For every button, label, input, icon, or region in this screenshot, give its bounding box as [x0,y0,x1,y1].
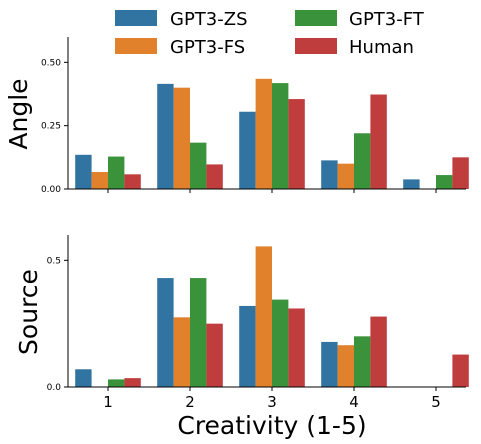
source-bar-gpt3-fs-2 [173,317,190,387]
source-bar-gpt3-ft-3 [272,299,289,387]
legend-item-gpt3-zs: GPT3-ZS [115,9,248,30]
angle-panel: Angle 0.00 0.25 0.50 [4,37,469,195]
source-y-axis-label: Source [14,269,43,355]
source-bars [75,246,469,387]
source-x-ticks: 1 2 3 4 5 [103,387,441,411]
angle-y-tick-label: 0.00 [41,185,61,195]
angle-bar-human-4 [370,94,387,189]
source-bar-human-5 [452,354,469,387]
angle-bar-human-1 [124,174,141,189]
angle-bar-gpt3-ft-5 [436,175,453,189]
source-bar-human-3 [288,308,305,387]
source-x-tick-label: 3 [267,393,277,411]
source-y-ticks: 0.0 0.5 [47,256,68,393]
source-bar-gpt3-zs-1 [75,369,92,387]
angle-bar-gpt3-ft-4 [354,133,371,189]
angle-bar-gpt3-zs-5 [403,179,420,189]
angle-y-tick-label: 0.50 [41,58,61,68]
legend-label-gpt3-ft: GPT3-FT [349,9,425,30]
legend-label-gpt3-zs: GPT3-ZS [170,9,248,30]
legend-swatch-gpt3-ft [295,10,337,26]
angle-y-tick-label: 0.25 [41,122,61,132]
source-x-tick-label: 1 [103,393,113,411]
angle-bar-gpt3-zs-1 [75,154,92,189]
source-bar-gpt3-fs-4 [337,345,354,387]
source-panel: Source 0.0 0.5 1 2 3 4 5 Creativity (1-5) [14,235,469,440]
source-x-tick-label: 5 [431,393,441,411]
angle-bar-gpt3-fs-3 [255,78,272,189]
angle-bar-gpt3-zs-2 [157,83,174,189]
source-y-tick-label: 0.5 [47,256,61,266]
source-bar-gpt3-ft-2 [190,278,207,387]
source-x-tick-label: 4 [349,393,359,411]
source-x-tick-label: 2 [185,393,195,411]
source-bar-gpt3-fs-3 [255,246,272,387]
source-x-axis-label: Creativity (1-5) [177,411,366,440]
angle-y-ticks: 0.00 0.25 0.50 [41,58,68,195]
source-bar-gpt3-ft-1 [108,379,125,387]
angle-bar-gpt3-fs-2 [173,87,190,189]
legend-swatch-human [295,38,337,54]
legend-swatch-gpt3-fs [115,38,157,54]
angle-bars [75,78,469,193]
legend-item-gpt3-ft: GPT3-FT [295,9,425,30]
legend-item-gpt3-fs: GPT3-FS [115,37,245,58]
source-bar-gpt3-zs-2 [157,278,174,387]
angle-bar-gpt3-ft-1 [108,156,125,189]
angle-bar-gpt3-zs-4 [321,160,338,189]
source-bar-gpt3-zs-3 [239,305,256,387]
source-bar-gpt3-ft-4 [354,336,371,387]
legend: GPT3-ZS GPT3-FT GPT3-FS Human [115,9,425,58]
source-bar-human-2 [206,323,223,387]
legend-item-human: Human [295,37,414,58]
angle-bar-gpt3-fs-1 [91,172,108,189]
source-bar-human-4 [370,316,387,387]
angle-bar-gpt3-zs-3 [239,111,256,189]
source-y-tick-label: 0.0 [47,383,62,393]
angle-bar-human-3 [288,99,305,189]
angle-bar-gpt3-fs-4 [337,163,354,189]
angle-bar-gpt3-ft-3 [272,83,289,189]
source-bar-human-1 [124,378,141,387]
source-bar-gpt3-zs-4 [321,341,338,387]
angle-bar-human-5 [452,157,469,189]
legend-swatch-gpt3-zs [115,10,157,26]
angle-bar-gpt3-ft-2 [190,142,207,189]
legend-label-gpt3-fs: GPT3-FS [170,37,245,58]
angle-y-axis-label: Angle [4,78,33,149]
angle-bar-human-2 [206,164,223,189]
legend-label-human: Human [349,37,414,58]
